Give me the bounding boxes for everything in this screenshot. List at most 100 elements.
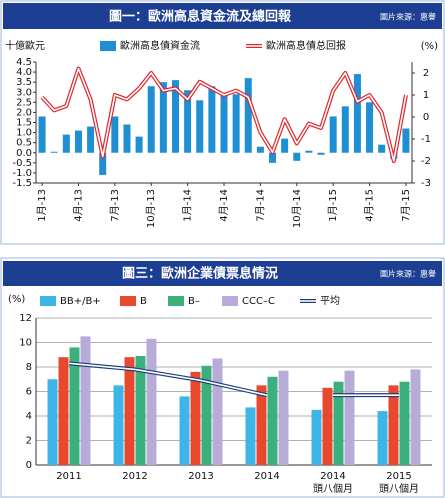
bar: [212, 358, 223, 465]
bar: [38, 116, 46, 153]
x-tick-label: 4月-13: [72, 189, 84, 222]
bar: [124, 357, 135, 465]
bar: [74, 130, 82, 153]
bar: [208, 86, 216, 153]
bar: [317, 152, 325, 155]
y-tick-label: 2.5: [16, 97, 32, 108]
bar: [293, 152, 301, 161]
bar: [281, 138, 289, 153]
legend-label: B–: [188, 296, 200, 307]
x-tick-label: 頭八個月: [313, 482, 353, 495]
bar: [179, 396, 190, 465]
y-tick-label: 0.0: [16, 148, 32, 159]
bar: [269, 152, 277, 163]
x-tick-label: 1月-15: [327, 189, 339, 222]
y-tick-label: 4.0: [16, 67, 32, 78]
bar: [47, 379, 58, 465]
bar: [278, 370, 289, 465]
bar: [329, 116, 337, 153]
bar: [378, 144, 386, 153]
legend-label: 歐洲高息債总回报: [266, 39, 346, 52]
bar: [111, 116, 119, 153]
bar: [146, 338, 157, 465]
source: 圖片來源：惠譽: [380, 269, 436, 279]
bar: [159, 82, 167, 153]
x-tick-label: 2012: [122, 471, 147, 482]
bar: [366, 102, 374, 153]
bar: [322, 387, 333, 465]
bar: [62, 134, 70, 153]
bar: [135, 355, 146, 465]
y-tick-label: 2: [26, 436, 32, 447]
bar: [190, 371, 201, 465]
y-tick-label: 1.0: [16, 128, 32, 139]
header-band: [3, 3, 442, 29]
chart-title: 圖一：歐洲高息資金流及總回報: [109, 9, 292, 25]
bar: [50, 151, 58, 153]
y-tick-label: 2.0: [16, 107, 32, 118]
y2-tick-label: 2: [423, 68, 429, 79]
y-tick-label: 1.5: [16, 118, 32, 129]
y-tick-label: 3.5: [16, 77, 32, 88]
y-axis-label: 十億歐元: [5, 39, 45, 52]
y-tick-label: -0.5: [12, 158, 32, 169]
legend-label: 平均: [320, 295, 340, 307]
legend-label: CCC–C: [242, 296, 275, 307]
x-tick-label: 7月-14: [254, 189, 266, 222]
x-tick-label: 7月-15: [400, 189, 412, 222]
legend-swatch: [100, 41, 116, 51]
bar: [201, 365, 212, 465]
x-tick-label: 頭八個月: [379, 482, 419, 495]
bar: [99, 152, 107, 175]
y-tick-label: 4.5: [16, 57, 32, 68]
bar: [232, 94, 240, 153]
legend-swatch: [222, 296, 238, 306]
y-axis-label: (%): [8, 294, 25, 305]
line-highlight: [68, 362, 399, 396]
y2-tick-label: -2: [421, 156, 431, 167]
y-tick-label: 8: [26, 362, 32, 373]
bar: [341, 106, 349, 153]
line-highlight: [41, 67, 407, 162]
bar: [87, 126, 95, 153]
x-tick-label: 2013: [188, 471, 213, 482]
x-tick-label: 4月-14: [218, 189, 230, 222]
bar: [135, 136, 143, 153]
y2-tick-label: 1: [423, 90, 429, 101]
bar: [113, 385, 124, 465]
y-tick-label: 4: [26, 411, 32, 422]
x-tick-label: 1月-14: [182, 189, 194, 222]
bar: [344, 370, 355, 465]
bar: [353, 74, 361, 153]
y-tick-label: -1.0: [12, 168, 32, 179]
y2-tick-label: -3: [421, 178, 431, 189]
y-tick-label: 0.5: [16, 138, 32, 149]
bar: [256, 146, 264, 153]
legend-label: 歐洲高息債資金流: [120, 39, 200, 52]
header-band: [3, 261, 442, 286]
y-tick-label: 3.0: [16, 87, 32, 98]
x-tick-label: 7月-13: [109, 189, 121, 222]
bar: [333, 381, 344, 465]
y-tick-label: 0: [26, 460, 32, 471]
x-tick-label: 1月-13: [36, 189, 48, 222]
x-tick-label: 10月-13: [145, 189, 157, 228]
legend-swatch: [168, 296, 184, 306]
x-tick-label: 2011: [56, 471, 81, 482]
x-tick-label: 4月-15: [364, 189, 376, 222]
bar: [80, 336, 91, 465]
bar: [123, 124, 131, 153]
bar: [171, 80, 179, 153]
x-tick-label: 2015: [386, 471, 411, 482]
chart-title: 圖三：歐洲企業債票息情況: [122, 266, 278, 282]
bar: [256, 385, 267, 465]
legend-swatch: [120, 296, 136, 306]
bar: [58, 357, 69, 465]
bar: [311, 409, 322, 465]
legend-label: B: [140, 296, 147, 307]
bar: [267, 376, 278, 465]
bar: [305, 150, 313, 153]
y-tick-label: 10: [19, 338, 32, 349]
y-tick-label: 6: [26, 387, 32, 398]
